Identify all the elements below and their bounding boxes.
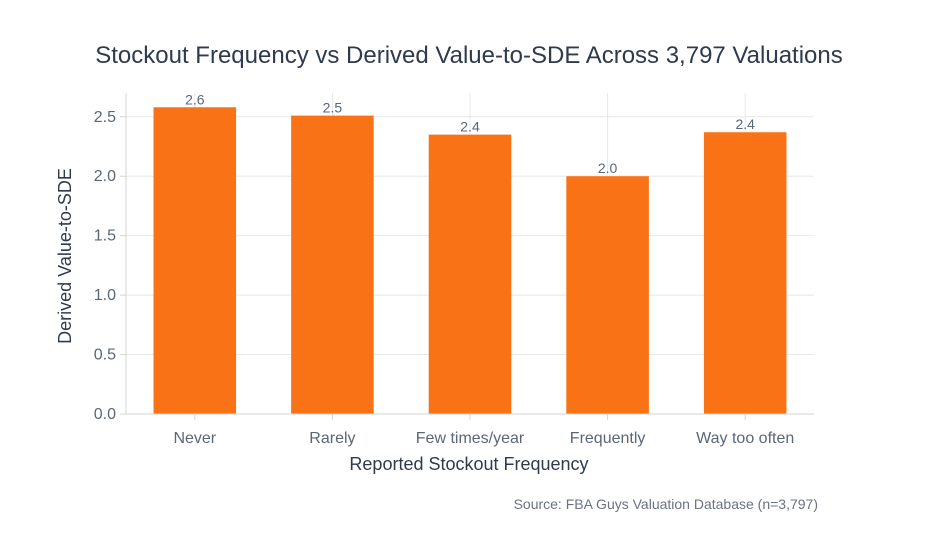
chart-title: Stockout Frequency vs Derived Value-to-S…: [95, 42, 842, 69]
x-tick-label: Way too often: [696, 430, 794, 447]
y-tick-label: 0.5: [94, 347, 116, 364]
y-tick-label: 2.5: [94, 109, 116, 126]
bar: [153, 107, 237, 415]
bar: [566, 176, 649, 414]
axis-layer: 0.0 0.5 1.0 1.5 2.0 2.5 Never Rarely Few times/y…: [94, 93, 814, 447]
x-tick-label: Rarely: [309, 430, 355, 447]
bar-value-label: 2.6: [185, 91, 205, 107]
y-tick-label: 2.0: [94, 168, 116, 185]
bar: [428, 134, 512, 414]
bar-value-label: 2.5: [323, 100, 343, 116]
bar-value-label: 2.4: [735, 116, 755, 132]
x-axis-title: Reported Stockout Frequency: [349, 454, 588, 474]
y-tick-label: 1.0: [94, 287, 116, 304]
x-tick-label: Frequently: [570, 430, 646, 447]
x-tick-label: Never: [173, 430, 216, 447]
bar-value-label: 2.4: [460, 119, 480, 135]
bar: [291, 115, 374, 414]
x-tick-label: Few times/year: [416, 430, 525, 447]
y-tick-label: 0.0: [94, 406, 116, 423]
bar-value-label: 2.0: [598, 160, 618, 176]
source-note: Source: FBA Guys Valuation Database (n=3…: [514, 496, 818, 512]
bars-layer: 2.6 2.5 2.4 2.0 2.4: [153, 91, 787, 415]
y-tick-label: 1.5: [94, 228, 116, 245]
y-axis-title: Derived Value-to-SDE: [55, 168, 75, 344]
bar: [703, 132, 787, 414]
